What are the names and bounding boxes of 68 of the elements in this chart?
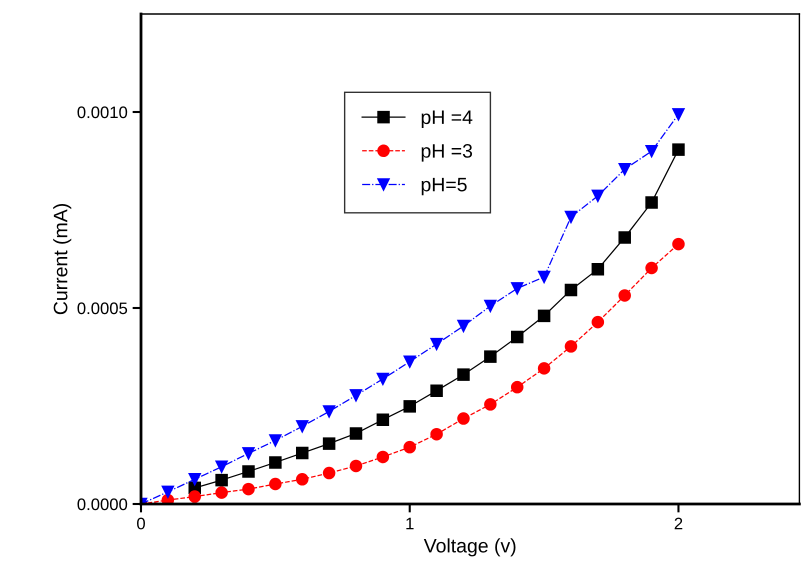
point (242, 447, 255, 460)
point (484, 300, 497, 312)
point (538, 270, 550, 284)
point (484, 350, 497, 363)
y-tick-label: 0.0000 (77, 498, 128, 510)
point (269, 478, 282, 490)
point (430, 384, 443, 397)
point (592, 316, 604, 328)
x-tick-label: 2 (674, 518, 682, 530)
point (618, 162, 631, 176)
point (296, 420, 308, 433)
point (296, 446, 308, 460)
x-tick-label: 1 (406, 518, 414, 530)
point (430, 338, 443, 350)
point (188, 473, 201, 486)
point (215, 474, 228, 486)
point (322, 405, 336, 418)
point (592, 262, 604, 276)
point (457, 368, 470, 381)
point (538, 310, 550, 322)
point (672, 143, 685, 156)
x-tick-label: 0 (137, 518, 145, 530)
point (322, 466, 336, 480)
point (457, 412, 470, 425)
point (645, 144, 658, 158)
point (564, 284, 578, 296)
point (376, 413, 390, 426)
point (618, 231, 631, 244)
point (296, 473, 308, 486)
legend-label: pH =4 (422, 110, 472, 128)
point (510, 330, 524, 344)
point (510, 380, 524, 394)
point (484, 398, 497, 411)
x-axis-title: Voltage (v) (424, 538, 516, 556)
point (672, 108, 685, 121)
point (350, 427, 362, 440)
point (215, 460, 228, 474)
point (672, 238, 685, 250)
point (403, 400, 416, 413)
point (457, 320, 470, 332)
point (538, 362, 550, 375)
point (162, 486, 174, 498)
legend-label: pH=5 (422, 178, 467, 196)
point (645, 196, 658, 209)
point (350, 389, 362, 402)
point (510, 282, 524, 295)
point (376, 450, 390, 464)
point (592, 190, 604, 202)
point (430, 428, 443, 440)
point (322, 437, 336, 450)
point (403, 355, 416, 368)
point (376, 372, 390, 386)
point (269, 434, 282, 447)
point (269, 456, 282, 469)
y-tick-label: 0.0010 (77, 106, 128, 118)
y-tick-label: 0.0005 (77, 302, 128, 314)
y-axis-title: Current (mA) (53, 204, 72, 314)
point (188, 490, 201, 503)
point (564, 340, 578, 353)
point (403, 440, 416, 454)
point (242, 482, 255, 496)
legend-label: pH =3 (422, 144, 472, 162)
point (564, 210, 578, 224)
point (242, 465, 255, 478)
point (645, 262, 658, 274)
point (618, 289, 631, 302)
point (215, 486, 228, 499)
point (350, 460, 362, 472)
